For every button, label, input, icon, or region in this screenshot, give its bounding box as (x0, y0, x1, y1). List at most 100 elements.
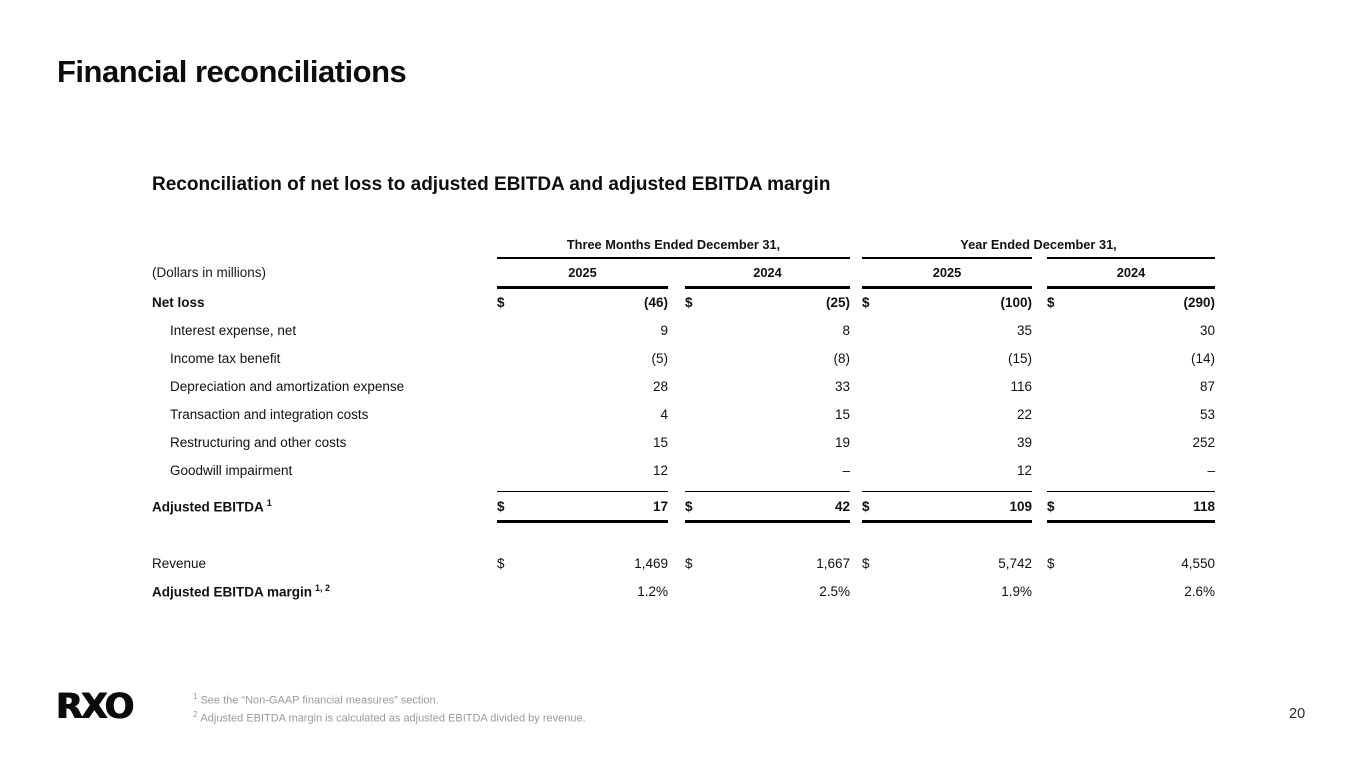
units-note: (Dollars in millions) (152, 264, 267, 280)
value-cell: 53 (1047, 407, 1215, 422)
year-header-rule (152, 285, 1215, 289)
row-label: Adjusted EBITDA margin 1, 2 (152, 582, 331, 600)
year-label: 2025 (932, 264, 962, 280)
cell-value: 33 (834, 379, 850, 394)
value-cell: 87 (1047, 379, 1215, 394)
subtotal-rule-bottom (152, 520, 1215, 523)
dollar-prefix: $ (497, 498, 505, 514)
cell-value: 87 (1199, 379, 1215, 394)
cell-value: 17 (652, 498, 668, 514)
cell-value: – (842, 463, 850, 478)
value-cell: 9 (497, 323, 668, 338)
value-cell: (14) (1047, 351, 1215, 366)
value-cell: $4,550 (1047, 556, 1215, 571)
table-row-depreciation-amortization: Depreciation and amortization expense 28… (152, 373, 1215, 401)
cell-value: 28 (652, 379, 668, 394)
cell-value: 12 (1016, 463, 1032, 478)
year-label: 2025 (568, 264, 597, 280)
cell-value: (14) (1190, 351, 1215, 366)
footnote: 1 See the “Non-GAAP financial measures” s… (193, 692, 439, 707)
dollar-prefix: $ (497, 555, 505, 571)
page-title: Financial reconciliations (57, 54, 407, 89)
cell-value: 39 (1016, 435, 1032, 450)
col-group-year-ended: Year Ended December 31, (960, 237, 1117, 252)
value-cell: $17 (497, 499, 668, 514)
cell-value: 5,742 (998, 555, 1032, 571)
value-cell: 8 (685, 323, 850, 338)
cell-value: 30 (1199, 323, 1215, 338)
dollar-prefix: $ (685, 555, 693, 571)
value-cell: $42 (685, 499, 850, 514)
dollar-prefix: $ (685, 295, 693, 310)
page-number: 20 (1289, 706, 1306, 722)
value-cell: 12 (862, 463, 1032, 478)
dollar-prefix: $ (862, 498, 870, 514)
table-row-income-tax: Income tax benefit (5) (8) (15) (14) (152, 345, 1215, 373)
table-row-revenue: Revenue $1,469 $1,667 $5,742 $4,550 (152, 549, 1215, 577)
value-cell: $ (25) (685, 295, 850, 310)
group-header-rule (152, 257, 1215, 259)
subtotal-rule-top (152, 490, 1215, 492)
cell-value: (100) (1000, 295, 1032, 310)
value-cell: (8) (685, 351, 851, 366)
value-cell: $ (46) (497, 295, 668, 310)
dollar-prefix: $ (1047, 295, 1055, 310)
cell-value: 19 (834, 435, 850, 450)
row-label: Restructuring and other costs (170, 435, 347, 450)
value-cell: 1.9% (862, 584, 1032, 599)
dollar-prefix: $ (1047, 555, 1055, 571)
cell-value: (290) (1183, 295, 1215, 310)
dollar-prefix: $ (1047, 498, 1055, 514)
table-row-interest-expense: Interest expense, net 9 8 35 30 (152, 317, 1215, 345)
row-label: Adjusted EBITDA 1 (152, 497, 272, 515)
cell-value: (8) (833, 351, 851, 366)
value-cell: 15 (497, 435, 668, 450)
cell-value: (46) (643, 295, 668, 310)
year-label: 2024 (753, 264, 782, 280)
footnote-marker: 2 (193, 710, 198, 720)
value-cell: 19 (685, 435, 850, 450)
dollar-prefix: $ (685, 498, 693, 514)
value-cell: – (1047, 463, 1215, 478)
table-row-goodwill-impairment: Goodwill impairment 12 – 12 – (152, 457, 1215, 485)
value-cell: (15) (862, 351, 1032, 366)
dollar-prefix: $ (862, 555, 870, 571)
row-label: Income tax benefit (170, 351, 281, 366)
rxo-logo: RXO (56, 687, 134, 727)
cell-value: 116 (1010, 379, 1032, 394)
value-cell: $ (290) (1047, 295, 1215, 310)
cell-value: 53 (1199, 407, 1215, 422)
cell-value: 1.9% (1001, 583, 1032, 599)
cell-value: 42 (834, 498, 850, 514)
cell-value: 35 (1016, 323, 1032, 338)
row-label: Interest expense, net (170, 323, 297, 338)
value-cell: $1,469 (497, 556, 668, 571)
value-cell: $5,742 (862, 556, 1032, 571)
row-label: Depreciation and amortization expense (170, 379, 405, 394)
cell-value: 118 (1193, 498, 1215, 514)
cell-value: 1,469 (634, 555, 668, 571)
cell-value: (15) (1007, 351, 1032, 366)
cell-value: 22 (1016, 407, 1032, 422)
cell-value: 1.2% (637, 583, 668, 599)
value-cell: 116 (862, 379, 1032, 394)
year-label: 2024 (1116, 264, 1146, 280)
value-cell: (5) (497, 351, 669, 366)
cell-value: 4,550 (1181, 555, 1215, 571)
footnote-reference: 1 (266, 497, 272, 508)
table-row-adjusted-ebitda-margin: Adjusted EBITDA margin 1, 2 1.2% 2.5% 1.9… (152, 577, 1215, 605)
row-label: Net loss (152, 295, 205, 310)
cell-value: 12 (652, 463, 668, 478)
table-row-restructuring: Restructuring and other costs 15 19 39 2… (152, 429, 1215, 457)
value-cell: 4 (497, 407, 668, 422)
year-header-row: (Dollars in millions) 2025 2024 2025 202… (152, 259, 1215, 286)
cell-value: 4 (660, 407, 668, 422)
value-cell: 30 (1047, 323, 1215, 338)
value-cell: $118 (1047, 499, 1215, 514)
table-row-net-loss: Net loss $ (46) $ (25) $ (100) $ (290) (152, 289, 1215, 317)
value-cell: 22 (862, 407, 1032, 422)
footnote-reference: 1, 2 (315, 582, 331, 593)
value-cell: $ (100) (862, 295, 1032, 310)
value-cell: 39 (862, 435, 1032, 450)
